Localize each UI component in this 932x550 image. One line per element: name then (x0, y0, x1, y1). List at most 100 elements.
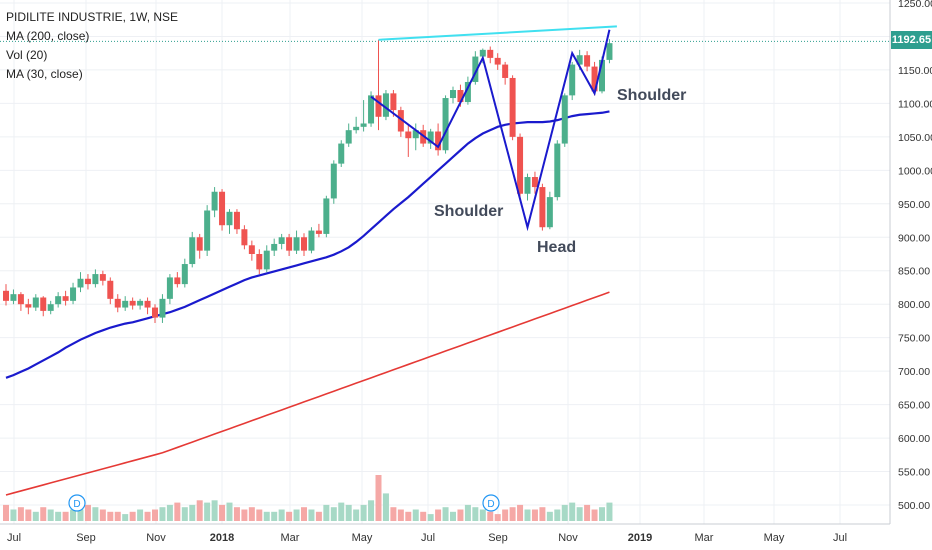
candle-body (517, 136, 524, 194)
volume-bar (315, 511, 322, 521)
candle-body (435, 131, 442, 151)
candle-body (62, 296, 69, 301)
candle-body (330, 163, 337, 199)
candle-body (561, 95, 568, 144)
volume-bar (472, 507, 479, 521)
candle-body (368, 95, 375, 124)
dividend-marker-icon (68, 494, 86, 512)
candle-body (531, 177, 538, 188)
volume-bar (129, 511, 136, 521)
volume-bar (233, 507, 240, 521)
head-shoulders-pattern-line (370, 29, 611, 232)
volume-bar (159, 507, 166, 521)
dividend-marker-icon (482, 494, 500, 512)
candle-body (323, 198, 330, 234)
volume-bar (561, 504, 568, 521)
candle-body (345, 130, 352, 144)
volume-bar (47, 509, 54, 521)
volume-bar (338, 502, 345, 521)
y-tick-label: 550.00 (898, 467, 930, 479)
candle-body (502, 64, 509, 78)
candle-body (494, 57, 501, 65)
x-tick-label: May (764, 532, 785, 544)
volume-bar (390, 507, 397, 521)
volume-bar (569, 502, 576, 521)
volume-bar (84, 504, 91, 521)
candle-body (256, 254, 263, 270)
candle-body (17, 294, 24, 305)
x-tick-label: Mar (695, 532, 714, 544)
y-tick-label: 950.00 (898, 199, 930, 211)
volume-bar (412, 509, 419, 521)
candle-body (211, 191, 218, 211)
candle-body (308, 230, 315, 251)
candle-body (599, 59, 605, 92)
volume-bar (144, 511, 151, 521)
volume-bar (531, 509, 538, 521)
volume-bar (62, 511, 69, 521)
y-tick-label: 900.00 (898, 232, 930, 244)
volume-bar (55, 511, 62, 521)
x-tick-label: Jul (7, 532, 21, 544)
volume-bar (107, 511, 114, 521)
candle-body (450, 90, 456, 99)
y-tick-label: 500.00 (898, 500, 930, 512)
volume-bar (77, 509, 84, 521)
x-tick-label: Nov (558, 532, 578, 544)
candle-body (286, 237, 293, 251)
volume-bar (166, 504, 173, 521)
candle-body (70, 287, 77, 301)
legend-vol: Vol (20) (6, 48, 48, 62)
volume-bar (360, 504, 367, 521)
legend-ma30: MA (30, close) (6, 67, 83, 81)
legend-symbol: PIDILITE INDUSTRIE, 1W, NSE (6, 10, 179, 24)
candle-body (554, 143, 561, 198)
volume-bar (122, 514, 129, 521)
candle-body (189, 237, 196, 265)
candle-body (293, 237, 300, 251)
volume-bar (509, 507, 516, 521)
volume-bar (457, 509, 464, 521)
candle-body (315, 230, 322, 234)
volume-bar (420, 511, 427, 521)
candle-body (472, 56, 479, 82)
volume-bar (40, 507, 47, 521)
candle-body (591, 66, 598, 92)
candle-body (248, 245, 255, 254)
volume-bar (99, 509, 106, 521)
volume-bar (3, 504, 9, 521)
candle-body (539, 187, 546, 228)
volume-bar (10, 509, 17, 521)
volume-bar (382, 493, 389, 521)
volume-bar (464, 504, 471, 521)
candle-body (487, 49, 494, 58)
candle-body (397, 110, 404, 132)
pattern-annotation-label: Head (537, 239, 576, 256)
candle-body (509, 77, 516, 137)
volume-bar (204, 502, 211, 521)
volume-bar (114, 511, 121, 521)
volume-bar (181, 507, 188, 521)
candle-body (569, 64, 576, 96)
volume-bar (487, 511, 494, 521)
y-tick-label: 800.00 (898, 299, 930, 311)
candle-body (47, 304, 54, 311)
ma200-line (5, 291, 610, 496)
candle-body (166, 277, 173, 299)
candle-body (32, 297, 39, 308)
volume-bar (189, 504, 196, 521)
volume-bar (405, 511, 412, 521)
candle-body (405, 131, 412, 139)
volume-bar (219, 504, 226, 521)
candle-body (360, 123, 367, 127)
y-tick-label: 1050.00 (898, 132, 932, 144)
candle-body (233, 211, 240, 230)
volume-bar (301, 507, 307, 521)
volume-bar (152, 509, 158, 521)
volume-bar (293, 509, 300, 521)
volume-bar (606, 502, 613, 521)
volume-bar (375, 475, 382, 521)
volume-bar (599, 507, 605, 521)
pattern-annotation-label: Shoulder (617, 87, 686, 104)
